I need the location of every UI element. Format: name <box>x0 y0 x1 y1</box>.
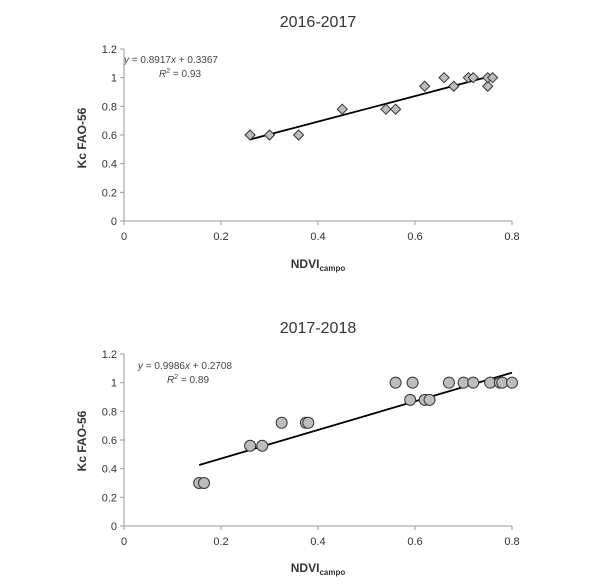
data-point-diamond <box>418 80 431 92</box>
x-tick-label: 0.4 <box>310 536 325 548</box>
data-point-diamond <box>380 103 392 115</box>
y-tick-label: 0.8 <box>102 406 117 418</box>
r2-value: = 0.89 <box>178 375 209 386</box>
x-tick-label: 0.2 <box>213 231 228 243</box>
y-tick-label: 0.8 <box>102 101 117 113</box>
x-axis-label: NDVIcampo <box>291 561 346 577</box>
x-tick-label: 0.8 <box>504 536 519 548</box>
r2-superscript: 2 <box>166 68 170 75</box>
y-tick-label: 0.6 <box>102 130 117 142</box>
data-point-diamond <box>389 103 402 115</box>
x-tick-label: 0.6 <box>407 231 422 243</box>
r2-superscript: 2 <box>174 374 178 381</box>
r2-symbol: R <box>159 69 166 80</box>
y-tick-label: 0.2 <box>102 187 117 199</box>
equation-body: = 0.9986 <box>143 361 185 372</box>
r2-symbol: R <box>167 375 174 386</box>
equation-body: = 0.8917 <box>129 55 171 66</box>
y-axis-label: Kc FAO-56 <box>75 107 89 168</box>
x-axis-label-subscript: campo <box>319 264 345 273</box>
x-tick-label: 0.6 <box>407 536 422 548</box>
x-tick-label: 0.8 <box>504 231 519 243</box>
equation-x: x <box>184 361 191 372</box>
y-tick-label: 0 <box>111 521 117 533</box>
data-point-circle <box>302 416 315 429</box>
r-squared: R2 = 0.93 <box>159 68 201 80</box>
regression-equation: y = 0.8917x + 0.3367 <box>123 55 218 66</box>
data-point-circle <box>506 376 518 389</box>
data-point-diamond <box>292 129 305 141</box>
x-axis-label-main: NDVI <box>291 257 320 271</box>
equation-y: y <box>137 361 144 372</box>
x-axis-label-subscript: campo <box>319 568 345 577</box>
x-tick-label: 0.4 <box>310 231 325 243</box>
y-tick-label: 0.4 <box>102 159 117 171</box>
data-point-circle <box>404 393 417 406</box>
x-tick-label: 0.2 <box>213 536 228 548</box>
y-tick-label: 0.2 <box>102 492 117 504</box>
x-tick-label: 0 <box>121 231 127 243</box>
equation-tail: + 0.2708 <box>190 361 232 372</box>
data-point-diamond <box>467 71 479 84</box>
y-tick-label: 1 <box>111 73 117 85</box>
chart-title: 2017-2018 <box>280 320 357 337</box>
data-point-circle <box>256 439 269 452</box>
y-tick-label: 1.2 <box>102 349 117 361</box>
x-tick-label: 0 <box>121 536 127 548</box>
data-point-diamond <box>438 71 450 84</box>
chart-2017-2018: 2017-2018 Kc FAO-56 NDVIcampo y = 0.9986… <box>75 320 520 577</box>
data-point-diamond <box>486 71 499 84</box>
data-point-circle <box>389 376 402 389</box>
y-tick-label: 0.4 <box>102 464 117 476</box>
equation-y: y <box>123 55 130 66</box>
data-point-diamond <box>244 129 256 141</box>
y-tick-label: 0 <box>111 216 117 228</box>
data-point-circle <box>467 376 480 389</box>
data-point-circle <box>244 439 257 452</box>
chart-2016-2017: 2016-2017 Kc FAO-56 NDVIcampo y = 0.8917… <box>75 14 520 273</box>
y-axis-label: Kc FAO-56 <box>75 410 89 471</box>
y-tick-label: 1 <box>111 378 117 390</box>
data-point-circle <box>423 393 436 406</box>
data-point-diamond <box>263 129 276 141</box>
regression-equation: y = 0.9986x + 0.2708 <box>137 361 232 372</box>
r2-value: = 0.93 <box>170 69 201 80</box>
data-point-circle <box>275 416 288 429</box>
equation-tail: + 0.3367 <box>176 55 218 66</box>
x-axis-label: NDVIcampo <box>291 257 346 273</box>
data-point-diamond <box>336 103 348 115</box>
y-tick-label: 1.2 <box>102 44 117 56</box>
chart-title: 2016-2017 <box>280 14 357 31</box>
data-point-diamond <box>482 80 494 92</box>
equation-x: x <box>170 55 177 66</box>
data-point-circle <box>406 376 419 389</box>
data-point-circle <box>442 376 455 389</box>
data-point-circle <box>198 477 211 489</box>
x-axis-label-main: NDVI <box>291 561 320 575</box>
y-tick-label: 0.6 <box>102 435 117 447</box>
data-point-diamond <box>448 80 460 92</box>
r-squared: R2 = 0.89 <box>167 374 209 386</box>
